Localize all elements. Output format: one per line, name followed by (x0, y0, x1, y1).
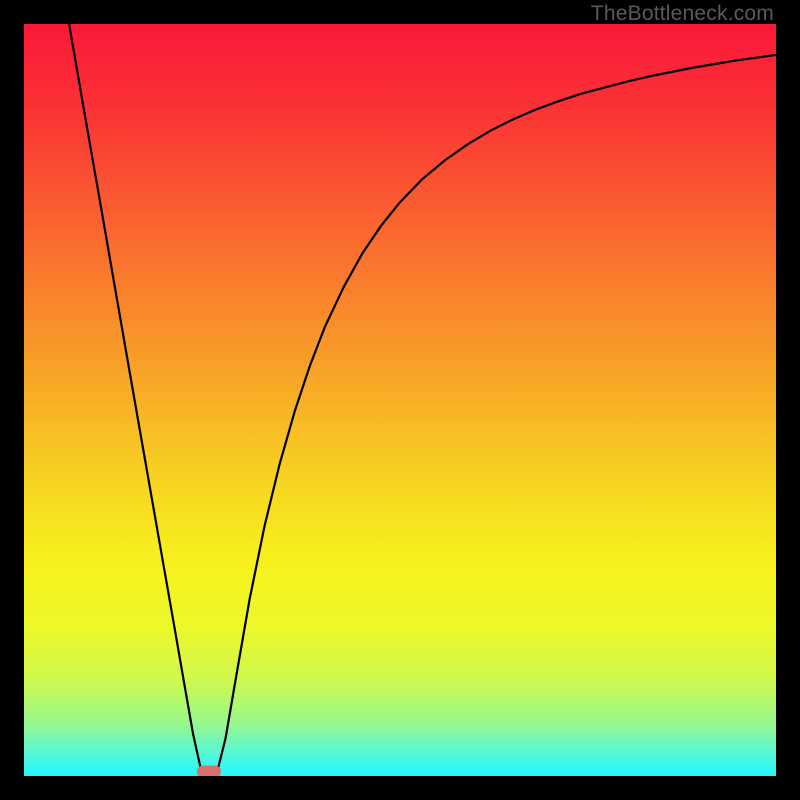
bottleneck-curve (69, 24, 776, 768)
chart-container: TheBottleneck.com (0, 0, 800, 800)
plot-area (24, 24, 776, 776)
watermark-text: TheBottleneck.com (591, 2, 774, 26)
minimum-marker (197, 765, 221, 776)
curve-layer (24, 24, 776, 776)
